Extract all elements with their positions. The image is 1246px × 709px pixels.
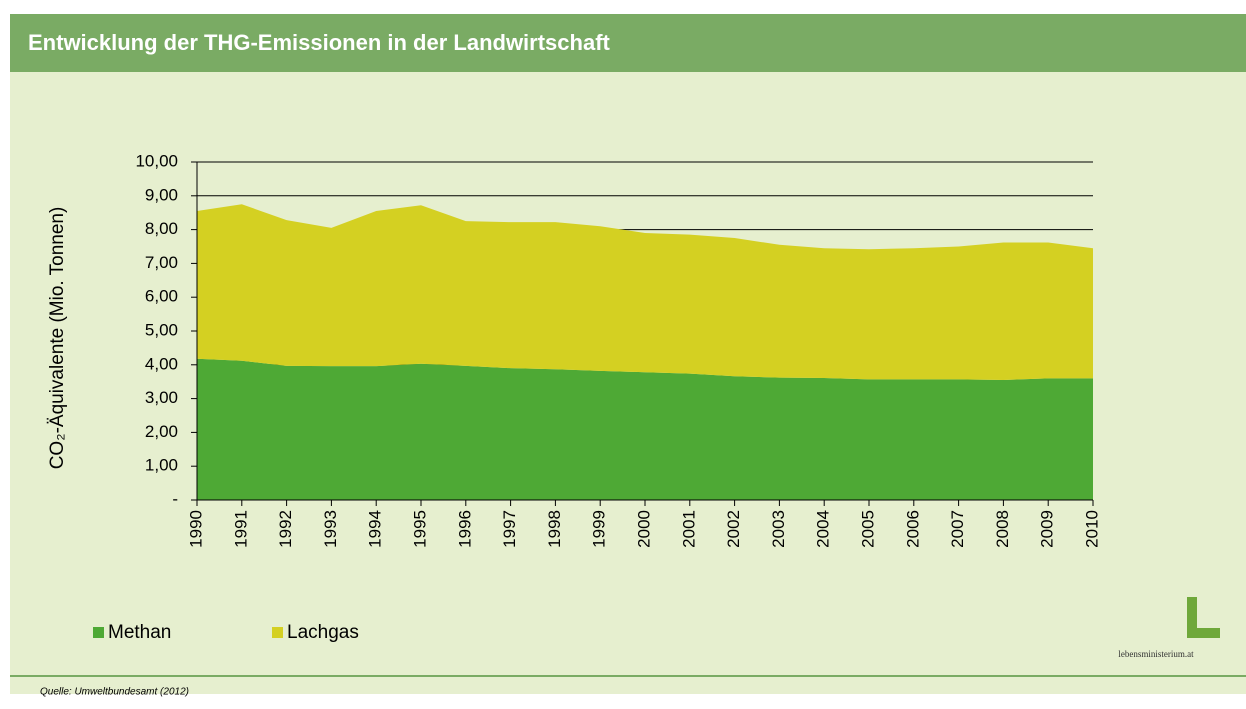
- x-tick-label: 2000: [634, 510, 653, 548]
- x-tick-label: 1999: [590, 510, 609, 548]
- x-tick-label: 2004: [814, 510, 833, 548]
- y-tick-label: 7,00: [145, 253, 178, 272]
- x-tick-label: 2007: [948, 510, 967, 548]
- y-tick-label: 3,00: [145, 388, 178, 407]
- legend-label: Methan: [108, 622, 171, 643]
- y-tick-label: 9,00: [145, 185, 178, 204]
- source: Quelle: Umweltbundesamt (2012): [40, 687, 189, 698]
- y-tick-label: 4,00: [145, 354, 178, 373]
- y-tick-label: 10,00: [135, 151, 178, 170]
- x-tick-label: 1993: [321, 510, 340, 548]
- y-tick-label: -: [172, 489, 178, 508]
- logo-text: lebensministerium.at: [1118, 649, 1194, 659]
- x-tick-label: 2001: [679, 510, 698, 548]
- x-tick-label: 2002: [724, 510, 743, 548]
- header-band: [10, 14, 1246, 72]
- area: [197, 358, 1093, 500]
- legend-swatch: [93, 627, 104, 638]
- slide-title: Entwicklung der THG-Emissionen in der La…: [28, 30, 611, 55]
- x-tick-label: 2009: [1038, 510, 1057, 548]
- x-tick-label: 1991: [231, 510, 250, 548]
- y-tick-label: 1,00: [145, 456, 178, 475]
- logo-foot: [1187, 628, 1220, 638]
- legend-label: Lachgas: [287, 622, 359, 643]
- x-tick-label: 2006: [903, 510, 922, 548]
- x-tick-label: 1997: [500, 510, 519, 548]
- x-tick-label: 1995: [410, 510, 429, 548]
- y-axis-label: CO₂-Äquivalente (Mio. Tonnen): [47, 207, 68, 470]
- x-tick-label: 1990: [186, 510, 205, 548]
- y-tick-label: 8,00: [145, 219, 178, 238]
- x-tick-label: 1996: [455, 510, 474, 548]
- x-tick-label: 1998: [545, 510, 564, 548]
- logo-bar: [1187, 597, 1197, 635]
- y-tick-label: 2,00: [145, 422, 178, 441]
- x-tick-label: 1992: [276, 510, 295, 548]
- x-tick-label: 2008: [993, 510, 1012, 548]
- x-tick-label: 2005: [858, 510, 877, 548]
- y-tick-label: 6,00: [145, 287, 178, 306]
- legend-swatch: [272, 627, 283, 638]
- x-tick-label: 2003: [769, 510, 788, 548]
- y-tick-label: 5,00: [145, 320, 178, 339]
- area: [197, 204, 1093, 381]
- x-tick-label: 2010: [1082, 510, 1101, 548]
- x-tick-label: 1994: [366, 510, 385, 548]
